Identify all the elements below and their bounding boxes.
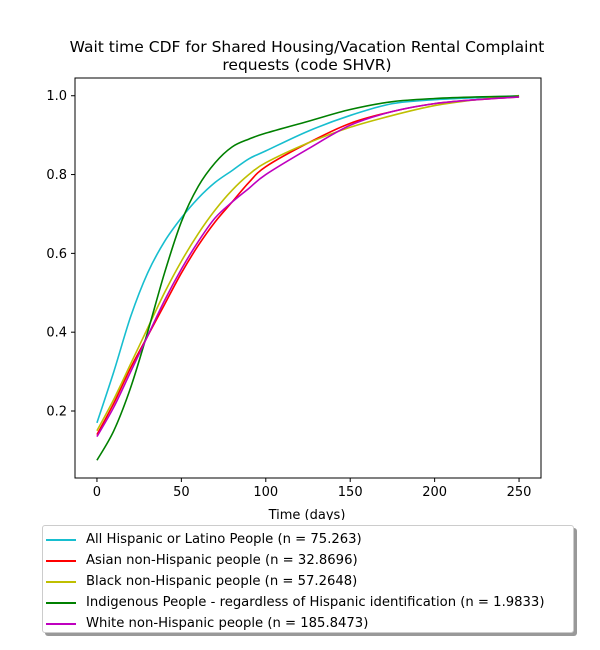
chart-title-line-2: requests (code SHVR) (222, 56, 391, 74)
series-line-3 (96, 94, 520, 432)
series-line-2 (96, 96, 520, 436)
legend-swatch (46, 622, 76, 625)
legend-swatch (46, 601, 76, 604)
legend-item: All Hispanic or Latino People (n = 75.26… (43, 529, 573, 550)
y-tick-label: 0.6 (46, 247, 67, 262)
series-line-1 (96, 94, 520, 424)
x-tick-label: 50 (173, 485, 190, 500)
legend-label: White non-Hispanic people (n = 185.8473) (86, 616, 369, 631)
y-axis: 0.2 0.4 0.6 0.8 1.0 (46, 89, 75, 420)
x-tick-label: 100 (253, 485, 278, 500)
chart-title-line-1: Wait time CDF for Shared Housing/Vacatio… (70, 38, 545, 56)
x-axis: 0 50 100 150 200 250 (93, 478, 532, 500)
chart: Wait time CDF for Shared Housing/Vacatio… (46, 38, 545, 520)
legend: All Hispanic or Latino People (n = 75.26… (42, 525, 574, 633)
legend-label: Black non-Hispanic people (n = 57.2648) (86, 574, 358, 589)
legend-swatch (46, 559, 76, 562)
x-tick-label: 200 (422, 485, 447, 500)
legend-item: Black non-Hispanic people (n = 57.2648) (43, 571, 573, 592)
legend-item: Indigenous People - regardless of Hispan… (43, 592, 573, 613)
x-tick-label: 250 (507, 485, 532, 500)
legend-item: Asian non-Hispanic people (n = 32.8696) (43, 550, 573, 571)
y-tick-label: 0.2 (46, 405, 67, 420)
legend-swatch (46, 580, 76, 583)
x-tick-label: 150 (338, 485, 363, 500)
plot-frame (74, 77, 542, 479)
y-tick-label: 1.0 (46, 89, 67, 104)
plot-area (96, 94, 520, 461)
series-line-5 (96, 96, 520, 438)
legend-label: Indigenous People - regardless of Hispan… (86, 595, 545, 610)
x-tick-label: 0 (93, 485, 101, 500)
legend-label: Asian non-Hispanic people (n = 32.8696) (86, 553, 358, 568)
legend-swatch (46, 538, 76, 541)
legend-label: All Hispanic or Latino People (n = 75.26… (86, 532, 362, 547)
series-line-4 (96, 95, 520, 461)
y-tick-label: 0.4 (46, 326, 67, 341)
legend-item: White non-Hispanic people (n = 185.8473) (43, 613, 573, 634)
x-axis-label: Time (days) (268, 508, 346, 520)
y-tick-label: 0.8 (46, 168, 67, 183)
